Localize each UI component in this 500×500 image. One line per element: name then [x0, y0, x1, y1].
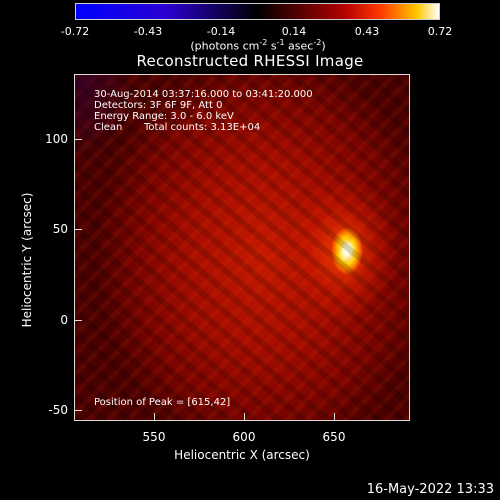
x-tick-label: 600 — [232, 430, 256, 444]
y-tick-label: 100 — [45, 132, 68, 146]
colorbar-tick-label: 0.14 — [281, 25, 307, 38]
x-tick-label: 550 — [142, 430, 166, 444]
x-tick-mark — [334, 413, 335, 420]
colorbar-tick-label: 0.43 — [354, 25, 380, 38]
x-axis-label: Heliocentric X (arcsec) — [174, 448, 310, 462]
x-tick-label: 650 — [322, 430, 346, 444]
timestamp: 16-May-2022 13:33 — [366, 482, 494, 497]
y-tick-label: 50 — [52, 222, 68, 236]
annotation-method: Clean — [94, 122, 123, 133]
annotation-time-range: 30-Aug-2014 03:37:16.000 to 03:41:20.000 — [94, 89, 313, 100]
y-tick-mark — [75, 229, 82, 230]
x-tick-mark — [154, 413, 155, 420]
chart-title: Reconstructed RHESSI Image — [136, 52, 364, 70]
colorbar-tick-label: -0.14 — [206, 25, 236, 38]
colorbar-tick-label: 0.72 — [427, 25, 453, 38]
y-tick-label: -50 — [48, 403, 68, 417]
y-tick-mark — [75, 139, 82, 140]
colorbar-tick-label: -0.43 — [133, 25, 163, 38]
y-tick-label: 0 — [60, 313, 68, 327]
annotation-detectors: Detectors: 3F 6F 9F, Att 0 — [94, 100, 223, 111]
x-tick-mark — [244, 413, 245, 420]
annotation-total-counts: Total counts: 3.13E+04 — [144, 122, 261, 133]
y-tick-mark — [75, 320, 82, 321]
colorbar — [75, 3, 440, 20]
y-tick-mark — [75, 410, 82, 411]
annotation-peak-position: Position of Peak = [615,42] — [94, 397, 231, 408]
heatmap-image — [74, 74, 410, 421]
y-axis-label: Heliocentric Y (arcsec) — [20, 192, 34, 328]
colorbar-tick-label: -0.72 — [60, 25, 90, 38]
annotation-energy-range: Energy Range: 3.0 - 6.0 keV — [94, 111, 234, 122]
colorbar-unit: (photons cm-2 s-1 asec-2) — [190, 38, 326, 53]
